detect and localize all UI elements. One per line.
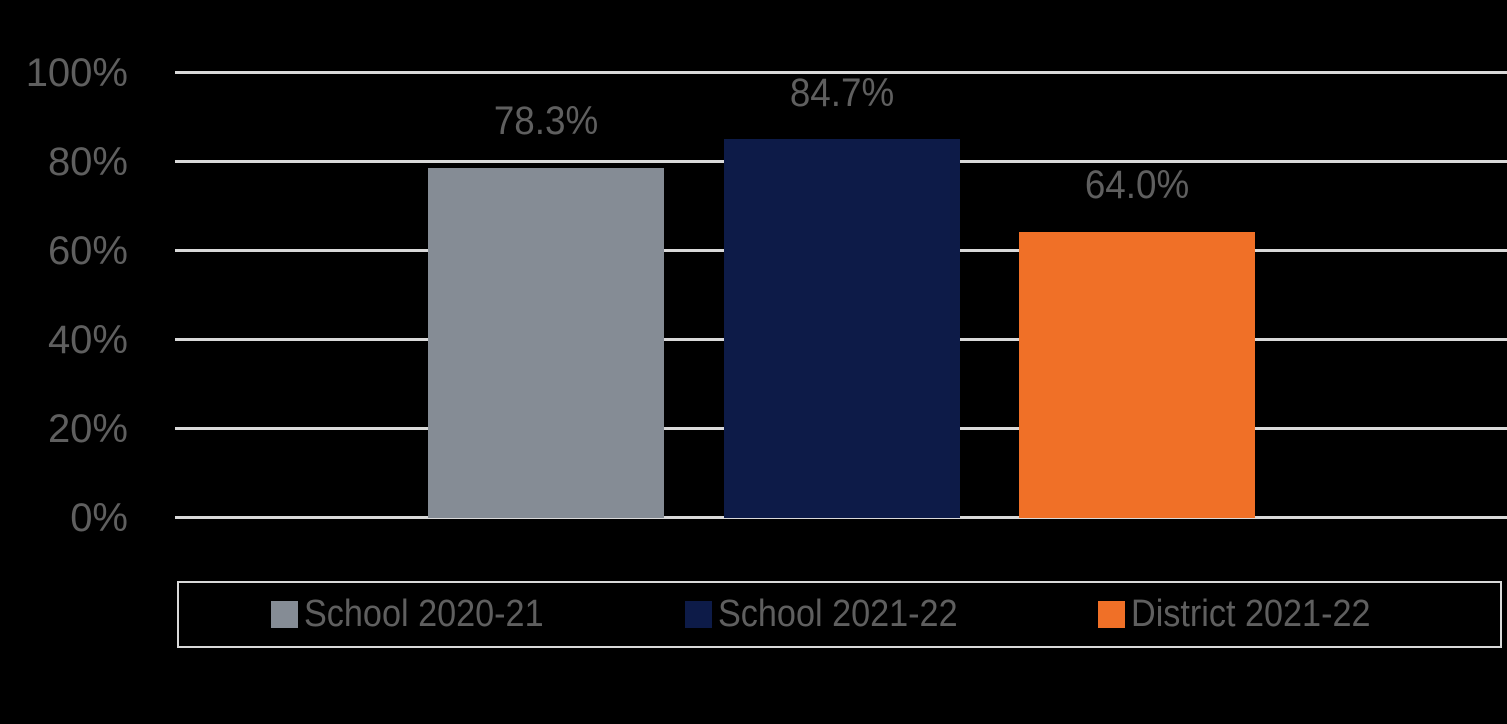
legend-item-school-2020-21: School 2020-21 (271, 583, 570, 646)
gridline-100 (175, 71, 1507, 74)
legend-swatch-navy (685, 601, 712, 628)
y-tick-100: 100% (25, 51, 128, 95)
data-label-district-2021-22: 64.0% (1084, 163, 1190, 207)
bar-school-2021-22 (724, 139, 960, 518)
bar-district-2021-22 (1019, 232, 1255, 518)
y-tick-0: 0% (70, 496, 128, 540)
data-label-school-2020-21: 78.3% (493, 99, 599, 143)
legend-item-district-2021-22: District 2021-22 (1098, 583, 1397, 646)
legend-label: District 2021-22 (1131, 593, 1371, 635)
legend-label: School 2021-22 (718, 593, 958, 635)
legend: School 2020-21 School 2021-22 District 2… (177, 581, 1502, 648)
y-tick-80: 80% (47, 140, 128, 184)
legend-label: School 2020-21 (304, 593, 544, 635)
legend-item-school-2021-22: School 2021-22 (685, 583, 984, 646)
data-label-school-2021-22: 84.7% (789, 71, 895, 115)
y-tick-40: 40% (47, 318, 128, 362)
legend-swatch-orange (1098, 601, 1125, 628)
legend-swatch-gray (271, 601, 298, 628)
y-tick-60: 60% (47, 229, 128, 273)
bar-school-2020-21 (428, 168, 664, 518)
y-tick-20: 20% (47, 407, 128, 451)
